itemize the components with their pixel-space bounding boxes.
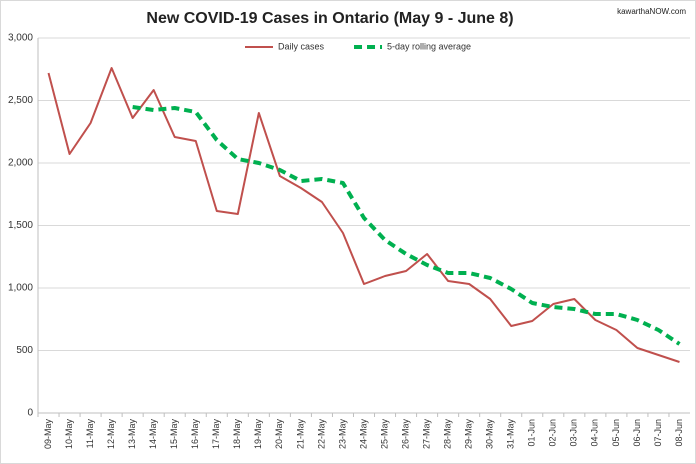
y-tick-label: 2,500 xyxy=(8,95,33,106)
x-tick-label: 25-May xyxy=(379,419,389,450)
x-tick-label: 12-May xyxy=(106,419,116,450)
x-tick-label: 13-May xyxy=(127,419,137,450)
x-tick-label: 03-Jun xyxy=(569,419,579,447)
x-tick-label: 28-May xyxy=(443,419,453,450)
y-tick-label: 2,000 xyxy=(8,158,33,169)
x-tick-label: 05-Jun xyxy=(611,419,621,447)
legend-label: Daily cases xyxy=(278,41,325,51)
x-tick-label: 23-May xyxy=(337,419,347,450)
y-tick-label: 3,000 xyxy=(8,33,33,44)
x-tick-label: 29-May xyxy=(464,419,474,450)
x-tick-label: 06-Jun xyxy=(632,419,642,447)
series-line xyxy=(47,67,680,363)
x-tick-label: 07-Jun xyxy=(653,419,663,447)
x-tick-label: 08-Jun xyxy=(674,419,684,447)
x-tick-label: 04-Jun xyxy=(590,419,600,447)
x-tick-label: 02-Jun xyxy=(548,419,558,447)
y-tick-label: 0 xyxy=(27,408,33,419)
watermark: kawarthaNOW.com xyxy=(617,7,686,16)
series-line xyxy=(132,105,681,346)
legend-label: 5-day rolling average xyxy=(387,41,471,51)
x-tick-label: 16-May xyxy=(190,419,200,450)
x-tick-label: 26-May xyxy=(400,419,410,450)
x-tick-label: 19-May xyxy=(253,419,263,450)
x-tick-label: 21-May xyxy=(295,419,305,450)
y-tick-label: 500 xyxy=(16,345,33,356)
chart-title: New COVID-19 Cases in Ontario (May 9 - J… xyxy=(146,10,513,27)
x-tick-label: 30-May xyxy=(485,419,495,450)
x-tick-label: 31-May xyxy=(506,419,516,450)
x-tick-label: 18-May xyxy=(232,419,242,450)
x-tick-label: 17-May xyxy=(211,419,221,450)
x-tick-label: 10-May xyxy=(64,419,74,450)
x-tick-label: 01-Jun xyxy=(527,419,537,447)
x-tick-label: 11-May xyxy=(85,419,95,449)
x-tick-label: 22-May xyxy=(316,419,326,450)
x-tick-label: 24-May xyxy=(358,419,368,450)
y-tick-label: 1,000 xyxy=(8,283,33,294)
x-tick-label: 27-May xyxy=(421,419,431,450)
x-tick-label: 14-May xyxy=(148,419,158,450)
y-tick-label: 1,500 xyxy=(8,220,33,231)
x-tick-label: 15-May xyxy=(169,419,179,450)
x-tick-label: 20-May xyxy=(274,419,284,450)
x-tick-label: 09-May xyxy=(43,419,53,450)
